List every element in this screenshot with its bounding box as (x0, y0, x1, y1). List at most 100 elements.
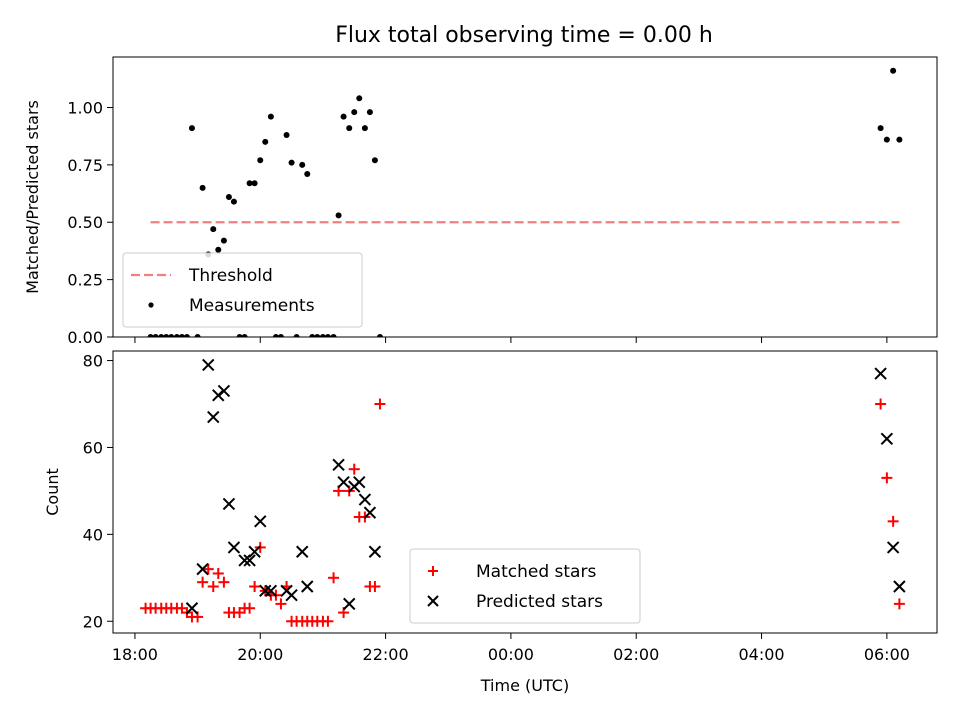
matched-star-point (881, 472, 893, 484)
predicted-star-point (259, 584, 272, 598)
measurement-point (272, 334, 279, 337)
matched-star-point (322, 615, 334, 627)
x-b (264, 584, 278, 598)
x-b (358, 493, 372, 506)
x-tick-label: 00:00 (488, 645, 534, 664)
measurement-point (188, 125, 195, 132)
measurement-point (225, 194, 232, 200)
y-axis-label: Count (43, 468, 62, 516)
predicted-star-point (207, 410, 220, 424)
matched-star-point (348, 463, 360, 475)
x-b (893, 580, 906, 593)
x-b (301, 580, 314, 593)
y-tick-label: 0.50 (67, 213, 103, 232)
predicted-star-point (264, 584, 278, 598)
measurement-point (277, 334, 284, 337)
y-tick-label: 0.75 (67, 156, 103, 175)
measurement-point (371, 157, 378, 164)
x-b (227, 541, 241, 554)
x-b (880, 432, 894, 445)
measurement-point (163, 334, 170, 337)
predicted-star-point (217, 384, 231, 398)
predicted-star-point (332, 458, 345, 472)
x-b (874, 367, 887, 380)
measurement-point (251, 180, 258, 187)
legend: Threshold Measurements (122, 252, 363, 328)
measurement-point (183, 334, 190, 337)
x-tick-label: 20:00 (237, 645, 283, 664)
x-b (202, 358, 215, 372)
predicted-star-point (296, 545, 309, 558)
measurement-point (158, 334, 165, 337)
x-b (285, 588, 298, 602)
x-b (222, 497, 236, 511)
x-b (185, 602, 199, 615)
matched-star-point (893, 598, 905, 610)
legend-measurement-swatch (148, 302, 154, 308)
x-tick-label: 18:00 (112, 645, 158, 664)
predicted-star-point (238, 554, 251, 567)
x-b (363, 506, 377, 519)
matched-star-point (197, 576, 209, 588)
measurement-point (230, 198, 237, 205)
predicted-star-point (227, 541, 241, 554)
matched-star-point (207, 581, 219, 593)
measurement-point (361, 125, 368, 132)
measurement-point (376, 334, 383, 337)
x-tick-label: 22:00 (363, 645, 409, 664)
x-b (353, 476, 366, 489)
measurement-point (241, 334, 248, 337)
y-tick-label: 20 (83, 612, 103, 631)
predicted-star-point (185, 602, 199, 615)
x-b (248, 545, 261, 558)
measurement-point (215, 246, 222, 253)
predicted-star-point (886, 541, 900, 554)
matched-star-point (249, 581, 261, 593)
count-axes-frame (112, 350, 938, 634)
y-tick-label: 1.00 (67, 98, 103, 117)
measurement-point (178, 334, 185, 337)
y-tick-label: 80 (83, 352, 103, 371)
predicted-star-point (248, 545, 261, 558)
measurement-point (319, 334, 326, 337)
x-tick-label: 04:00 (738, 645, 784, 664)
measurement-point (366, 109, 373, 116)
matched-star-point (369, 581, 381, 593)
measurement-point (351, 109, 358, 116)
x-b (343, 597, 356, 611)
measurement-point (324, 334, 331, 337)
measurement-point (152, 334, 159, 337)
predicted-star-point (285, 588, 298, 602)
measurement-point (288, 159, 295, 166)
predicted-star-point (337, 476, 350, 489)
predicted-star-point (254, 515, 267, 528)
x-tick-label: 02:00 (613, 645, 659, 664)
predicted-star-point (196, 562, 209, 576)
measurement-point (267, 113, 274, 120)
predicted-star-point (893, 580, 906, 593)
legend-box (122, 252, 363, 328)
matched-star-point (244, 602, 256, 614)
measurement-point (304, 171, 311, 178)
measurement-point (890, 67, 897, 74)
measurement-point (330, 334, 337, 337)
matched-star-point (374, 398, 386, 410)
y-tick-label: 0.00 (67, 328, 103, 347)
y-axis-label: Matched/Predicted stars (23, 100, 42, 294)
ratio-axes-frame (112, 56, 938, 338)
legend-label: Measurements (189, 296, 315, 316)
measurement-point (346, 125, 353, 132)
measurement-point (340, 113, 347, 120)
predicted-star-point (353, 476, 366, 489)
measurement-point (246, 180, 253, 187)
legend: Matched stars Predicted stars (409, 548, 641, 624)
matched-star-point (875, 398, 887, 410)
y-tick-label: 40 (83, 525, 103, 544)
x-b (296, 545, 309, 558)
measurement-point (299, 161, 306, 168)
legend-label: Matched stars (476, 562, 596, 582)
measurement-point (877, 125, 884, 132)
measurement-point (220, 237, 227, 244)
measurement-point (283, 132, 290, 139)
predicted-star-point (343, 597, 356, 611)
